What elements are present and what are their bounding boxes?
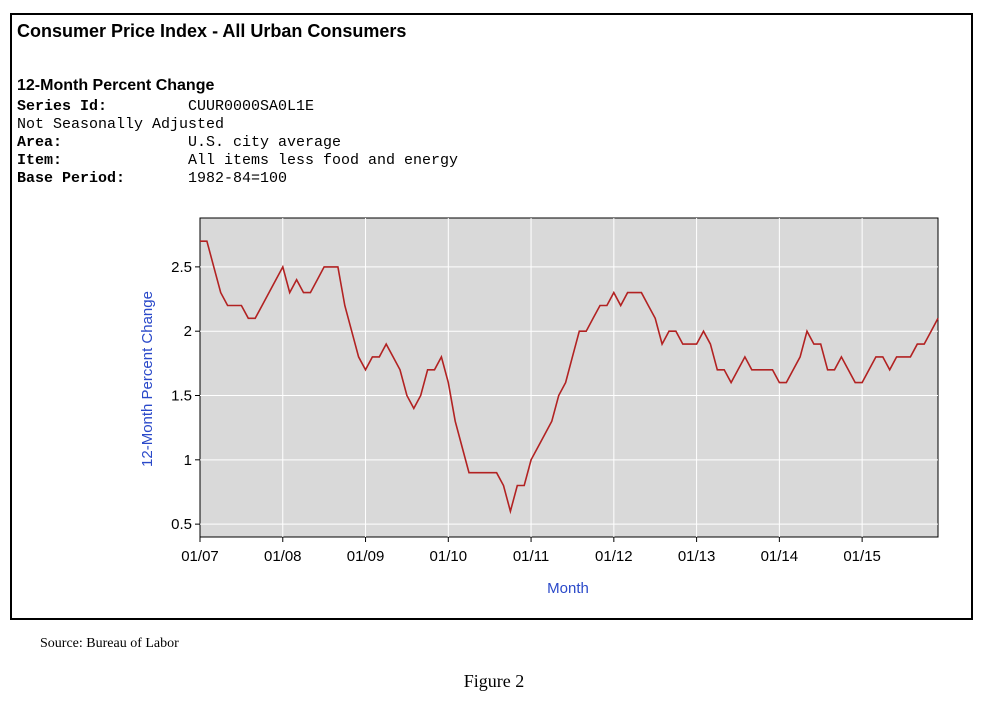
area-row: Area: U.S. city average <box>17 134 458 152</box>
x-tick-label: 01/13 <box>678 548 716 565</box>
x-tick-label: 01/11 <box>513 548 549 565</box>
source-note: Source: Bureau of Labor <box>40 636 179 651</box>
base-period-row: Base Period: 1982-84=100 <box>17 170 458 188</box>
plot-area <box>199 217 939 538</box>
y-tick-label: 1 <box>184 452 192 469</box>
gridlines <box>200 218 938 537</box>
area-value: U.S. city average <box>188 134 342 151</box>
x-tick-label: 01/14 <box>761 548 799 565</box>
series-id-value: CUUR0000SA0L1E <box>188 98 315 115</box>
y-axis: 0.5 1 1.5 2 2.5 <box>171 259 200 533</box>
x-tick-label: 01/08 <box>264 548 302 565</box>
y-axis-title: 12-Month Percent Change <box>139 291 156 467</box>
cpi-series-line <box>200 240 939 515</box>
series-id-label: Series Id: <box>17 98 108 115</box>
x-tick-label: 01/09 <box>347 548 385 565</box>
line-chart: 0.511.522.5 01/07 01/08 01/09 01/10 01/11 01/… <box>139 217 939 597</box>
adjustment-row: Not Seasonally Adjusted <box>17 116 225 133</box>
y-tick-label: 1.5 <box>171 388 192 405</box>
series-id-row: Series Id: CUUR0000SA0L1E <box>17 98 458 116</box>
x-axis: 01/07 01/08 01/09 01/10 01/11 01/12 01/13 01/14… <box>181 537 881 565</box>
item-label: Item: <box>17 152 63 169</box>
base-period-value: 1982-84=100 <box>188 170 288 187</box>
x-tick-label: 01/12 <box>595 548 633 565</box>
y-tick-label: 2 <box>184 323 192 340</box>
series-metadata: Series Id: CUUR0000SA0L1E Not Seasonally … <box>17 98 458 188</box>
area-label: Area: <box>17 134 63 151</box>
chart-subtitle: 12-Month Percent Change <box>17 77 215 94</box>
base-period-label: Base Period: <box>17 170 126 187</box>
x-tick-label: 01/10 <box>430 548 468 565</box>
x-axis-title: Month <box>547 580 589 597</box>
figure-caption: Figure 2 <box>463 671 525 691</box>
y-tick-label: 0.5 <box>171 516 192 533</box>
item-row: Item: All items less food and energy <box>17 152 458 170</box>
y-tick-label: 2.5 <box>171 259 192 276</box>
x-tick-label: 01/15 <box>843 548 881 565</box>
page-title: Consumer Price Index - All Urban Consume… <box>17 21 407 41</box>
item-value: All items less food and energy <box>188 152 459 169</box>
x-tick-label: 01/07 <box>181 548 219 565</box>
